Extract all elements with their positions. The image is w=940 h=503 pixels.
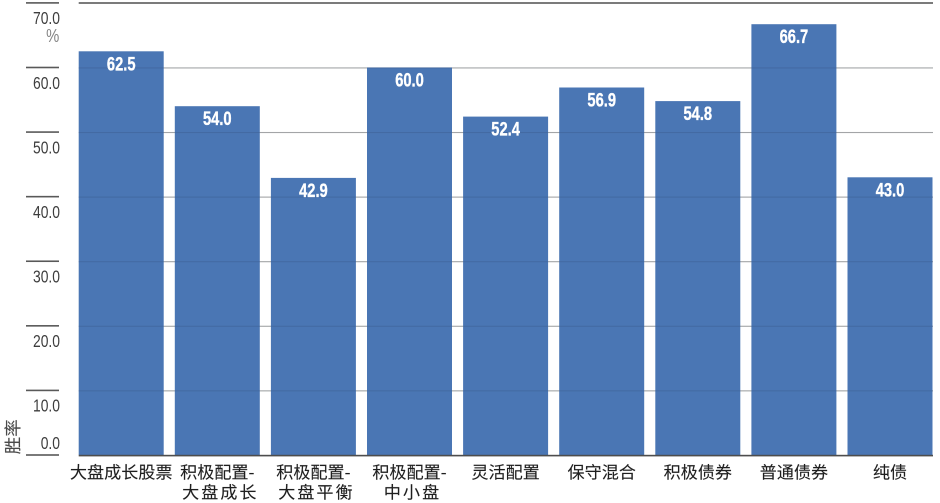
svg-text:30.0: 30.0 — [33, 268, 60, 287]
svg-text:%: % — [46, 25, 59, 46]
svg-text:10.0: 10.0 — [33, 397, 60, 416]
svg-text:60.0: 60.0 — [33, 74, 60, 93]
svg-text:42.9: 42.9 — [299, 179, 328, 202]
svg-text:54.0: 54.0 — [203, 107, 232, 130]
svg-text:40.0: 40.0 — [33, 204, 60, 223]
svg-text:66.7: 66.7 — [780, 25, 809, 48]
svg-text:0.0: 0.0 — [41, 435, 60, 454]
svg-text:54.8: 54.8 — [684, 102, 713, 125]
svg-text:20.0: 20.0 — [33, 333, 60, 352]
svg-text:56.9: 56.9 — [587, 88, 616, 111]
svg-text:62.5: 62.5 — [107, 52, 136, 75]
svg-text:60.0: 60.0 — [395, 68, 424, 91]
svg-text:43.0: 43.0 — [876, 178, 905, 201]
svg-text:70.0: 70.0 — [33, 10, 60, 29]
svg-text:52.4: 52.4 — [491, 117, 520, 140]
svg-text:50.0: 50.0 — [33, 139, 60, 158]
